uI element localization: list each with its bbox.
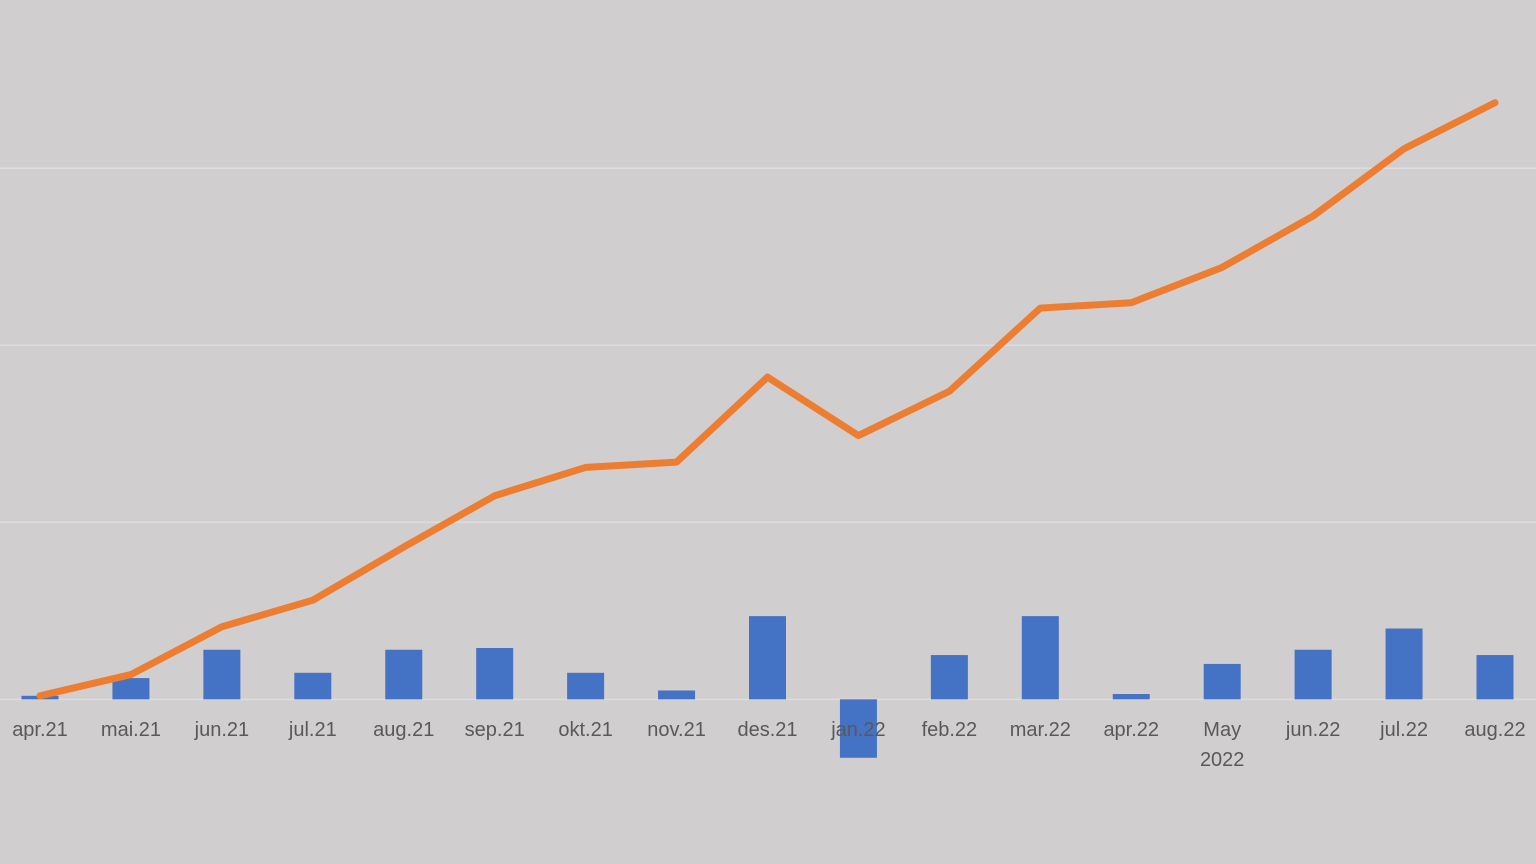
bar — [1112, 694, 1150, 700]
x-tick-label: jul.21 — [288, 719, 337, 741]
x-tick-label: jun.21 — [194, 719, 250, 741]
x-tick-label: jan.22 — [831, 719, 886, 741]
bar — [1294, 649, 1332, 700]
bar — [839, 699, 877, 758]
line — [36, 99, 1499, 700]
bar — [294, 672, 332, 700]
x-tick-label: aug.21 — [373, 719, 435, 741]
x-tick-label: des.21 — [737, 719, 798, 741]
x-tick-label: May 2022 — [1199, 719, 1245, 771]
x-tick-label: aug.22 — [1464, 719, 1526, 741]
bar — [749, 616, 786, 700]
bar — [567, 672, 605, 700]
x-tick-label: jul.22 — [1380, 719, 1428, 741]
x-tick-label: mar.22 — [1009, 719, 1071, 741]
x-tick-label: nov.21 — [647, 719, 706, 741]
bar — [203, 649, 241, 700]
bar — [385, 649, 423, 700]
bar — [112, 678, 150, 700]
x-tick-label: sep.21 — [464, 719, 525, 741]
bar — [476, 648, 514, 700]
x-tick-label: apr.22 — [1103, 719, 1160, 741]
bar — [930, 655, 968, 700]
x-tick-label: mai.21 — [100, 719, 161, 741]
x-tick-label: feb.22 — [921, 719, 978, 741]
x-tick-label: apr.21 — [12, 719, 68, 741]
x-tick-label: jun.22 — [1285, 719, 1341, 741]
x-tick-label: okt.21 — [558, 719, 613, 741]
bar — [1385, 628, 1423, 700]
bar — [1203, 663, 1241, 700]
bar — [1476, 655, 1514, 700]
bar — [658, 690, 696, 700]
bar — [1021, 616, 1059, 700]
